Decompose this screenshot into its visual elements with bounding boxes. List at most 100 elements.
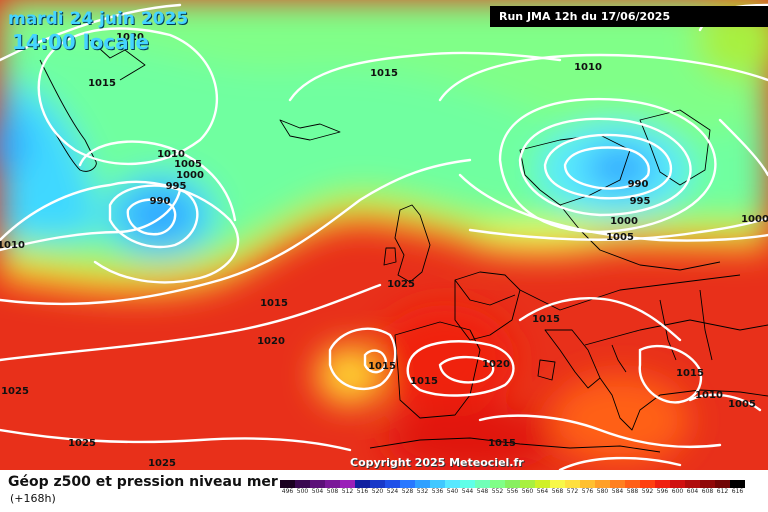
scale-step: 552 bbox=[490, 480, 505, 496]
pressure-label: 1020 bbox=[257, 336, 285, 347]
pressure-label: 1015 bbox=[488, 438, 516, 449]
scale-value: 612 bbox=[716, 488, 729, 495]
scale-swatch bbox=[430, 480, 445, 488]
pressure-label: 1005 bbox=[174, 159, 202, 170]
scale-step: 592 bbox=[640, 480, 655, 496]
scale-value: 568 bbox=[551, 488, 564, 495]
scale-step: 588 bbox=[625, 480, 640, 496]
pressure-label: 1020 bbox=[116, 32, 144, 43]
pressure-label: 990 bbox=[628, 179, 649, 190]
scale-step: 616 bbox=[730, 480, 745, 496]
scale-step: 584 bbox=[610, 480, 625, 496]
pressure-label: 1000 bbox=[176, 170, 204, 181]
scale-value: 548 bbox=[476, 488, 489, 495]
legend-footer: Géop z500 et pression niveau mer (+168h)… bbox=[0, 470, 768, 512]
pressure-label: 995 bbox=[166, 181, 187, 192]
scale-swatch bbox=[640, 480, 655, 488]
scale-swatch bbox=[415, 480, 430, 488]
pressure-label: 1025 bbox=[148, 458, 176, 469]
scale-swatch bbox=[340, 480, 355, 488]
scale-value: 588 bbox=[626, 488, 639, 495]
pressure-label: 1015 bbox=[370, 68, 398, 79]
scale-step: 496 bbox=[280, 480, 295, 496]
scale-value: 524 bbox=[386, 488, 399, 495]
scale-swatch bbox=[535, 480, 550, 488]
scale-step: 600 bbox=[670, 480, 685, 496]
scale-step: 516 bbox=[355, 480, 370, 496]
scale-value: 508 bbox=[326, 488, 339, 495]
scale-step: 576 bbox=[580, 480, 595, 496]
scale-value: 512 bbox=[341, 488, 354, 495]
forecast-date: mardi 24 juin 2025 bbox=[8, 9, 189, 29]
scale-swatch bbox=[370, 480, 385, 488]
pressure-label: 1010 bbox=[695, 390, 723, 401]
scale-value: 576 bbox=[581, 488, 594, 495]
scale-swatch bbox=[295, 480, 310, 488]
pressure-label: 1010 bbox=[574, 62, 602, 73]
scale-value: 528 bbox=[401, 488, 414, 495]
pressure-label: 1025 bbox=[1, 386, 29, 397]
scale-step: 520 bbox=[370, 480, 385, 496]
pressure-label: 1025 bbox=[387, 279, 415, 290]
pressure-label: 1020 bbox=[482, 359, 510, 370]
copyright-notice: Copyright 2025 Meteociel.fr bbox=[350, 456, 524, 469]
scale-swatch bbox=[670, 480, 685, 488]
scale-value: 532 bbox=[416, 488, 429, 495]
scale-value: 608 bbox=[701, 488, 714, 495]
scale-step: 512 bbox=[340, 480, 355, 496]
scale-value: 564 bbox=[536, 488, 549, 495]
scale-swatch bbox=[730, 480, 745, 488]
scale-value: 572 bbox=[566, 488, 579, 495]
run-info-banner: Run JMA 12h du 17/06/2025 bbox=[490, 6, 768, 27]
scale-value: 592 bbox=[641, 488, 654, 495]
scale-value: 596 bbox=[656, 488, 669, 495]
geopotential-map: 1020 1015 1015 1010 1010 1005 1000 995 9… bbox=[0, 0, 768, 470]
pressure-label: 990 bbox=[150, 196, 171, 207]
scale-value: 520 bbox=[371, 488, 384, 495]
scale-step: 536 bbox=[430, 480, 445, 496]
scale-swatch bbox=[580, 480, 595, 488]
scale-step: 528 bbox=[400, 480, 415, 496]
scale-value: 496 bbox=[281, 488, 294, 495]
pressure-label: 1010 bbox=[0, 240, 25, 251]
scale-step: 548 bbox=[475, 480, 490, 496]
scale-swatch bbox=[490, 480, 505, 488]
scale-value: 600 bbox=[671, 488, 684, 495]
scale-swatch bbox=[400, 480, 415, 488]
scale-step: 524 bbox=[385, 480, 400, 496]
scale-step: 540 bbox=[445, 480, 460, 496]
scale-swatch bbox=[625, 480, 640, 488]
scale-swatch bbox=[355, 480, 370, 488]
scale-swatch bbox=[655, 480, 670, 488]
scale-swatch bbox=[475, 480, 490, 488]
pressure-label: 1005 bbox=[606, 232, 634, 243]
geopotential-shading bbox=[0, 0, 768, 470]
scale-value: 500 bbox=[296, 488, 309, 495]
scale-swatch bbox=[460, 480, 475, 488]
scale-swatch bbox=[550, 480, 565, 488]
pressure-label: 1005 bbox=[728, 399, 756, 410]
scale-swatch bbox=[685, 480, 700, 488]
scale-step: 504 bbox=[310, 480, 325, 496]
pressure-label: 1015 bbox=[368, 361, 396, 372]
scale-step: 564 bbox=[535, 480, 550, 496]
scale-value: 540 bbox=[446, 488, 459, 495]
color-scale: 496 500 504 508 512 516 520 524 528 532 536 540 544 5… bbox=[280, 480, 745, 496]
scale-step: 500 bbox=[295, 480, 310, 496]
scale-step: 544 bbox=[460, 480, 475, 496]
scale-swatch bbox=[505, 480, 520, 488]
scale-step: 560 bbox=[520, 480, 535, 496]
isobars bbox=[0, 3, 768, 470]
scale-value: 580 bbox=[596, 488, 609, 495]
scale-swatch bbox=[610, 480, 625, 488]
scale-value: 556 bbox=[506, 488, 519, 495]
scale-swatch bbox=[280, 480, 295, 488]
pressure-label: 1015 bbox=[88, 78, 116, 89]
scale-swatch bbox=[595, 480, 610, 488]
scale-swatch bbox=[325, 480, 340, 488]
scale-swatch bbox=[520, 480, 535, 488]
scale-step: 580 bbox=[595, 480, 610, 496]
scale-value: 544 bbox=[461, 488, 474, 495]
scale-value: 552 bbox=[491, 488, 504, 495]
